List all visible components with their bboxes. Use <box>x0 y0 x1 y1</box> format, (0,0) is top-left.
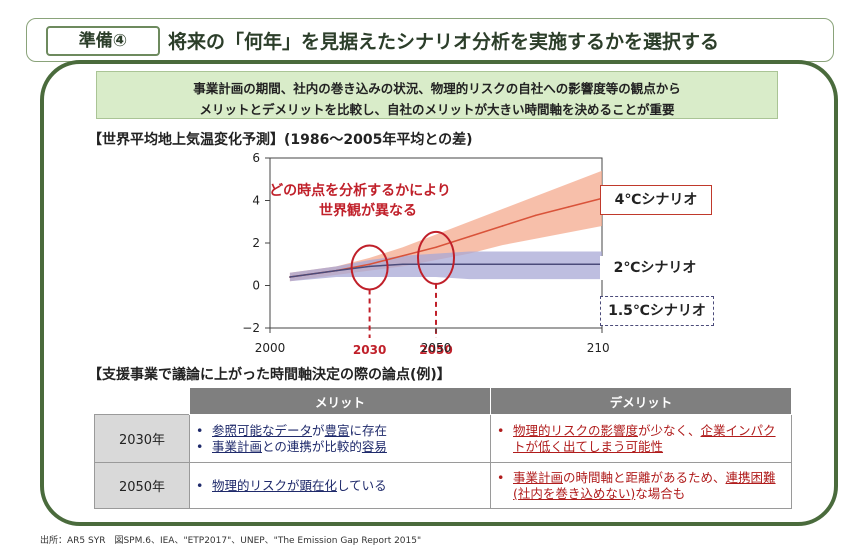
list-item: • 物理的リスクが顕在化している <box>196 478 484 494</box>
merit-text: 事業計画 <box>212 438 263 454</box>
marker-label-2030: 2030 <box>353 343 386 357</box>
table-corner <box>94 387 190 415</box>
point-4c <box>568 206 570 208</box>
point-2c <box>335 269 338 272</box>
point-4c <box>435 246 437 249</box>
merit-text: している <box>337 477 387 493</box>
demerit-cell-2050: • 事業計画の時間軸と距離があるため、連携困難(社内を巻き込めない)な場合も <box>490 462 792 509</box>
chart-axes: 6 4 2 0 −2 2000 2050 2100 <box>242 151 610 355</box>
content-frame <box>40 60 838 526</box>
demerit-text: 事業計画 <box>513 469 564 485</box>
scenario-4c-label: 4℃シナリオ <box>600 185 712 215</box>
demerit-text: 物理的リスクの影響度 <box>513 422 639 438</box>
point-2c <box>468 263 470 266</box>
band-2c <box>289 251 602 282</box>
source-note: 出所：AR5 SYR 図SPM.6、IEA、"ETP2017"、UNEP、"Th… <box>40 536 422 546</box>
chart-markers: 2030 2050 <box>350 230 455 357</box>
x-tick-label: 2100 <box>587 341 610 355</box>
demerit-text: 連携困難(社内を巻き込めない) <box>513 469 776 501</box>
point-2c <box>402 263 404 266</box>
point-4c <box>402 254 404 257</box>
bullet: • <box>196 438 204 454</box>
step-badge: 準備④ <box>46 26 160 56</box>
table-header-row: メリット デメリット <box>94 387 792 415</box>
timeframe-table: メリット デメリット 2030年 • 参照可能なデータが豊富に存在 • 事業計画… <box>94 387 792 509</box>
summary-line-1: 事業計画の期間、社内の巻き込みの状況、物理的リスクの自社への影響度等の観点から <box>193 81 681 96</box>
point-2c <box>368 265 371 268</box>
table-row: 2050年 • 物理的リスクが顕在化している • 事業計画の時間軸と距離があるた… <box>94 462 792 509</box>
y-tick-label: 0 <box>252 279 260 293</box>
demerit-text: が少なく、 <box>638 422 701 438</box>
point-2c <box>534 263 537 266</box>
header-bar <box>26 18 834 62</box>
merit-text: 参照可能なデータ <box>212 422 313 438</box>
list-item: • 事業計画との連携が比較的容易 <box>196 439 484 455</box>
merit-text: 物理的リスクが顕在化 <box>212 477 338 493</box>
merit-cell-2030: • 参照可能なデータが豊富に存在 • 事業計画との連携が比較的容易 <box>189 414 491 463</box>
page-title: 将来の「何年」を見据えたシナリオ分析を実施するかを選択する <box>168 31 720 53</box>
point-4c <box>468 235 470 238</box>
summary-box: 事業計画の期間、社内の巻き込みの状況、物理的リスクの自社への影響度等の観点から … <box>96 71 778 119</box>
scenario-15c-label: 1.5℃シナリオ <box>600 296 714 326</box>
row-label-2050: 2050年 <box>94 462 190 509</box>
point-2c <box>435 263 437 266</box>
merit-text: との連携が比較的 <box>262 438 362 454</box>
temperature-chart: 2030 2050 6 4 2 0 −2 2000 2050 2100 どの時点を分析するかによ… <box>242 151 610 357</box>
list-item: • 事業計画の時間軸と距離があるため、連携困難(社内を巻き込めない)な場合も <box>497 470 785 502</box>
y-tick-label: 6 <box>252 151 260 165</box>
y-tick-label: 4 <box>252 194 260 208</box>
point-4c <box>534 214 537 217</box>
table-heading: 【支援事業で議論に上がった時間軸決定の際の論点(例)】 <box>88 367 451 383</box>
demerit-text: 企業インパクトが低く出てしまう可能性 <box>513 422 776 454</box>
merit-text: 豊富 <box>324 422 350 438</box>
merit-text: に存在 <box>349 422 388 438</box>
merit-text: 容易 <box>361 438 387 454</box>
point-4c <box>368 263 371 266</box>
merit-header: メリット <box>189 387 491 415</box>
y-tick-label: 2 <box>252 236 260 250</box>
line-4c <box>289 197 603 278</box>
chart-annotation-line-2: 世界観が異なる <box>319 202 417 219</box>
point-4c <box>501 225 504 227</box>
y-tick-label: −2 <box>242 321 260 335</box>
bullet: • <box>196 422 204 438</box>
merit-text: が <box>312 422 325 438</box>
list-item: • 参照可能なデータが豊富に存在 <box>196 423 484 439</box>
merit-cell-2050: • 物理的リスクが顕在化している <box>189 462 491 509</box>
chart-annotation-line-1: どの時点を分析するかにより <box>269 182 451 199</box>
demerit-text: の時間軸と距離があるため、 <box>563 469 726 485</box>
point-2c <box>568 263 570 266</box>
summary-line-2: メリットとデメリットを比較し、自社のメリットが大きい時間軸を決めることが重要 <box>199 102 675 117</box>
table-row: 2030年 • 参照可能なデータが豊富に存在 • 事業計画との連携が比較的容易 … <box>94 414 792 463</box>
x-tick-label: 2000 <box>255 341 286 355</box>
demerit-header: デメリット <box>490 387 792 415</box>
demerit-text: な場合も <box>635 485 686 501</box>
scenario-2c-label: 2℃シナリオ <box>600 256 710 280</box>
row-label-2030: 2030年 <box>94 414 190 463</box>
bullet: • <box>196 477 204 493</box>
point-2c <box>501 263 504 266</box>
point-2c <box>289 276 291 278</box>
bullet: • <box>497 422 505 438</box>
x-tick-label: 2050 <box>421 341 452 355</box>
bullet: • <box>497 469 505 485</box>
list-item: • 物理的リスクの影響度が少なく、企業インパクトが低く出てしまう可能性 <box>497 423 785 455</box>
chart-bands <box>289 170 602 282</box>
chart-heading: 【世界平均地上気温変化予測】(1986～2005年平均との差) <box>88 132 473 148</box>
marker-label-2050: 2050 <box>419 343 452 357</box>
demerit-cell-2030: • 物理的リスクの影響度が少なく、企業インパクトが低く出てしまう可能性 <box>490 414 792 463</box>
